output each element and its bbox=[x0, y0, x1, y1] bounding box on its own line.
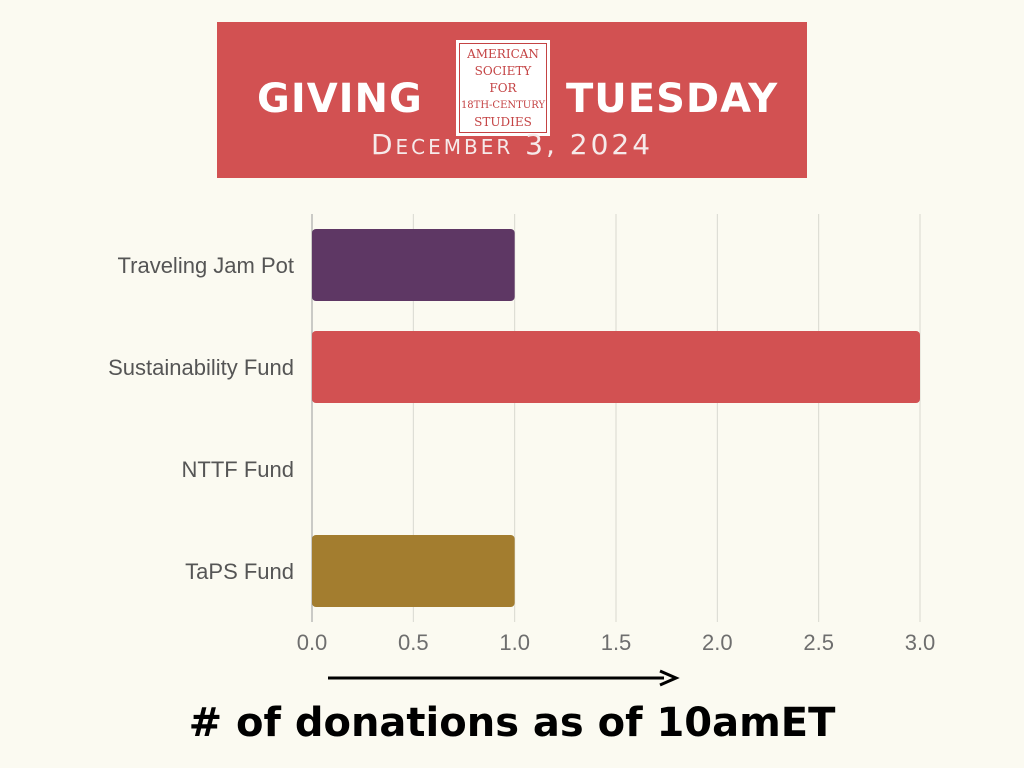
giving-logo-text: GIVING bbox=[257, 76, 423, 122]
banner-date: December 3, 2024 bbox=[370, 128, 654, 161]
x-tick-label: 2.0 bbox=[702, 630, 733, 655]
arrow-right-icon bbox=[659, 669, 680, 687]
x-tick-label: 3.0 bbox=[905, 630, 936, 655]
asecs-logo-frame: AMERICAN SOCIETY FOR 18TH-CENTURY STUDIE… bbox=[459, 43, 547, 133]
bar-chart: 0.0 0.5 1.0 1.5 2.0 2.5 3.0 Traveling Jam Pot Su… bbox=[108, 214, 936, 687]
tuesday-logo-text: TUESDAY bbox=[566, 76, 779, 122]
x-axis-caption: # of donations as of 10amET bbox=[188, 700, 836, 746]
bar-taps-fund bbox=[312, 535, 515, 607]
asecs-logo-line-1: AMERICAN bbox=[467, 46, 539, 61]
bar-traveling-jam-pot bbox=[312, 229, 515, 301]
x-tick-label: 1.0 bbox=[499, 630, 530, 655]
category-label: TaPS Fund bbox=[185, 559, 294, 584]
x-tick-label: 2.5 bbox=[803, 630, 834, 655]
bar-sustainability-fund bbox=[312, 331, 920, 403]
giving-tuesday-banner: GIVING AMERICAN SOCIETY FOR 18TH-CENTURY… bbox=[217, 22, 807, 178]
asecs-logo: AMERICAN SOCIETY FOR 18TH-CENTURY STUDIE… bbox=[456, 40, 550, 136]
asecs-logo-line-4: STUDIES bbox=[474, 114, 532, 129]
asecs-logo-line-2: SOCIETY FOR bbox=[474, 63, 532, 95]
category-label: Sustainability Fund bbox=[108, 355, 294, 380]
asecs-logo-line-3: 18TH-CENTURY bbox=[460, 99, 546, 111]
category-label: Traveling Jam Pot bbox=[118, 253, 294, 278]
x-tick-label: 1.5 bbox=[601, 630, 632, 655]
x-tick-label: 0.0 bbox=[297, 630, 328, 655]
category-label: NTTF Fund bbox=[182, 457, 294, 482]
x-tick-label: 0.5 bbox=[398, 630, 429, 655]
